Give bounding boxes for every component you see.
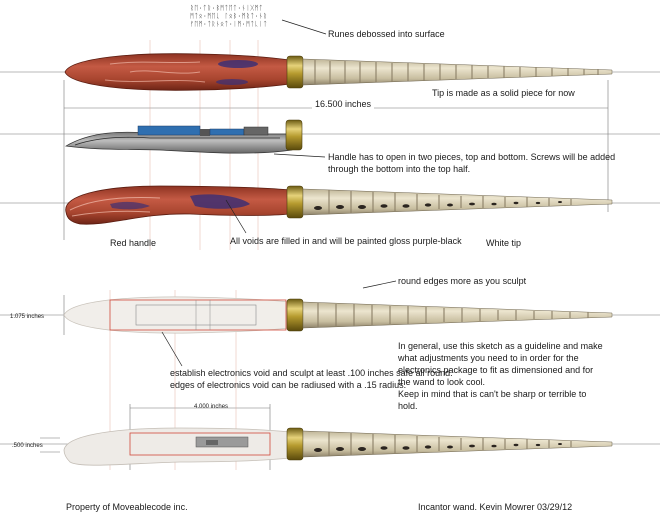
general-note-line: Keep in mind that is can't be sharp or t…: [398, 389, 587, 399]
wand-render-top: [64, 53, 613, 91]
bone-voids: [314, 201, 562, 210]
vertebrae-ridges: [314, 60, 599, 84]
brass-collar-section: [285, 119, 303, 151]
credit-line: Incantor wand. Kevin Mowrer 03/29/12: [418, 502, 573, 512]
general-note-line: what adjustments you need to in order fo…: [398, 353, 579, 363]
void-purple-2: [216, 79, 248, 85]
dimension-500: .500 inches: [12, 443, 43, 449]
electronics-board-2: [209, 128, 245, 136]
electronics-void-outline-2: [129, 432, 271, 456]
brass-collar: [286, 55, 304, 89]
void-purple-1: [218, 60, 258, 68]
voids-note: All voids are filled in and will be pain…: [230, 236, 462, 246]
vertebrae-ridges-2: [328, 190, 572, 214]
construction-lines: [109, 40, 259, 470]
runes-note: Runes debossed into surface: [328, 29, 445, 39]
overall-length-dimension: 16.500 inches: [312, 99, 375, 110]
bone-tip: [302, 58, 613, 86]
brass-collar-2: [286, 185, 304, 219]
void-purple-4: [110, 201, 150, 210]
handle-note-line1: Handle has to open in two pieces, top an…: [328, 152, 616, 162]
handle-section-inner: [74, 136, 280, 146]
general-note-line: the wand to look cool.: [398, 377, 486, 387]
general-note-line: electronics package to fit as dimensione…: [398, 365, 594, 375]
bone-tip-4: [302, 430, 613, 458]
void-note-line2: edges of electronics void can be radiuse…: [170, 380, 407, 390]
vertebrae-ridges-4: [328, 432, 572, 456]
void-note-line1: establish electronics void and sculpt at…: [170, 368, 453, 378]
rune-line: ᚱᛖ·ᛏᚱ·ᛒᛗᛏᛖᛏ·ᚾᛁᚷᛗᛏ: [190, 4, 264, 12]
general-note-line: In general, use this sketch as a guideli…: [398, 341, 603, 351]
red-handle-2: [65, 185, 291, 225]
handle-note-line2: through the bottom into the top half.: [328, 164, 471, 174]
general-note-line: hold.: [398, 401, 418, 411]
rune-line: ᚠᛖᛗ·ᛏᚱᚾᛟᛏ·ᛁᛗ·ᛗᛏᚳᛁᛏ: [190, 20, 268, 28]
white-tip-label: White tip: [486, 238, 522, 248]
bone-voids-2: [314, 443, 562, 452]
general-note: In general, use this sketch as a guideli…: [398, 340, 638, 412]
dimension-1075: 1.075 inches: [10, 314, 45, 320]
property-notice: Property of Moveablecode inc.: [66, 502, 188, 512]
brass-collar-4: [286, 427, 304, 461]
wand-render-middle: [65, 185, 613, 225]
rune-inscription: ᚱᛖ·ᛏᚱ·ᛒᛗᛏᛖᛏ·ᚾᛁᚷᛗᛏ ᛗᛏᛟ·ᛗᛖᚳ ᛚᛟᛒ·ᛗᚱᛏ·ᚾᚱ ᚠᛖᛗ…: [190, 4, 267, 28]
electronics-module: [195, 436, 249, 448]
wand-ghost-upper: [63, 296, 613, 334]
red-handle-label: Red handle: [110, 238, 157, 248]
brass-collar-3: [286, 298, 304, 332]
void-purple-3: [190, 194, 250, 209]
electronics-cap: [243, 126, 269, 136]
electronics-void-outline: [109, 299, 287, 331]
red-handle: [64, 53, 291, 91]
wand-section: [64, 119, 303, 154]
tip-note: Tip is made as a solid piece for now: [432, 88, 575, 98]
bone-tip-2: [302, 188, 613, 216]
handle-tendrils: [69, 197, 161, 217]
electronics-block: [200, 129, 210, 136]
dimension-4000: 4.000 inches: [194, 404, 229, 410]
vertebrae-ridges-3: [317, 303, 589, 327]
electronics-board: [137, 125, 201, 136]
leader-lines: [161, 19, 397, 367]
round-edges-note: round edges more as you sculpt: [398, 276, 527, 286]
ghost-handle-2: [63, 427, 291, 466]
rune-line: ᛗᛏᛟ·ᛗᛖᚳ ᛚᛟᛒ·ᛗᚱᛏ·ᚾᚱ: [190, 12, 268, 20]
handle-section-shell: [64, 131, 293, 154]
handle-carving: [104, 61, 206, 83]
wand-ghost-lower: [63, 427, 613, 466]
bone-tip-3: [302, 301, 613, 329]
electronics-chip: [206, 440, 218, 445]
